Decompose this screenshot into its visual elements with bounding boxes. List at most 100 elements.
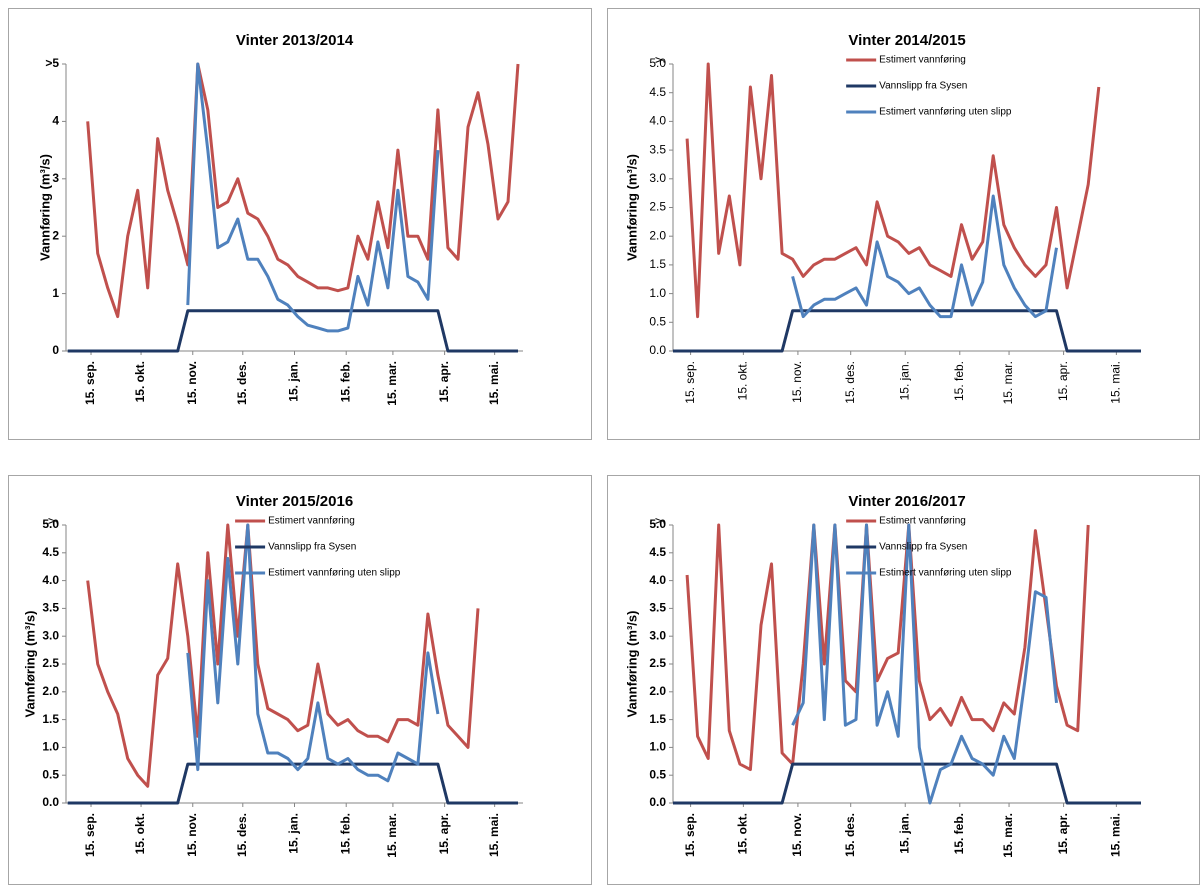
chart: Vinter 2013/2014 Vannføring (m³/s) 0 1 2 3 4 >5… (37, 32, 523, 406)
y-tick-label: 3.5 (649, 601, 666, 615)
chart: Vinter 2015/2016 Vannføring (m³/s) y 0.0 0.5… (22, 493, 523, 858)
y-tick-label: 0.0 (42, 795, 59, 809)
legend-label: Estimert vannføring uten slipp (268, 568, 401, 579)
y-tick-label: >5 (45, 56, 59, 70)
x-tick-label: 15. jan. (897, 361, 911, 400)
y-tick-label: 2.5 (649, 656, 666, 670)
y-axis-label: Vannføring (m³/s) (624, 611, 639, 718)
y-tick-label: 1 (52, 286, 59, 300)
x-tick-label: 15. mar. (1001, 813, 1015, 858)
x-tick-label: 15. apr. (437, 813, 451, 854)
y-tick-label: 3.0 (42, 628, 59, 642)
y-tick-label: 4.5 (649, 545, 666, 559)
y-tick-label: 4.5 (649, 85, 666, 99)
chart-title: Vinter 2013/2014 (236, 32, 354, 49)
x-tick-label: 15. jan. (287, 813, 301, 854)
x-tick-label: 15. okt. (133, 361, 147, 402)
y-tick-label: 3.0 (649, 628, 666, 642)
series-line (186, 523, 440, 783)
x-tick-label: 15. des. (235, 361, 249, 405)
annotation: y (651, 57, 665, 63)
y-tick-label: 5.0 (42, 517, 59, 531)
x-tick-label: 15. feb. (952, 813, 966, 854)
y-tick-label: 3.5 (649, 142, 666, 156)
y-tick-label: 1.5 (649, 712, 666, 726)
series-line (791, 523, 1058, 805)
series-line (67, 309, 518, 353)
x-tick-label: 15. feb. (952, 361, 966, 401)
y-tick-label: 2.0 (42, 684, 59, 698)
y-tick-label: 1.5 (649, 257, 666, 271)
x-tick-label: 15. okt. (133, 813, 147, 854)
annotation: y (44, 518, 58, 524)
chart: Vinter 2016/2017 Vannføring (m³/s) y 0.0 0.5… (624, 493, 1141, 858)
y-tick-label: 1.5 (42, 712, 59, 726)
y-tick-label: 2.5 (42, 656, 59, 670)
legend-label: Vannslipp fra Sysen (268, 542, 356, 553)
series-line (186, 62, 440, 333)
y-tick-label: 4.0 (649, 573, 666, 587)
chart: Vinter 2014/2015 Vannføring (m³/s) y 0.0 0.5… (624, 32, 1141, 404)
x-tick-label: 15. jan. (897, 813, 911, 854)
x-tick-label: 15. sep. (683, 361, 697, 404)
y-tick-label: 3.5 (42, 601, 59, 615)
y-tick-label: 0.0 (649, 795, 666, 809)
y-tick-label: 1.0 (42, 740, 59, 754)
x-tick-label: 15. mai. (487, 813, 501, 857)
y-tick-label: 0 (52, 343, 59, 357)
series-line (685, 62, 1101, 319)
y-tick-label: 4 (52, 114, 59, 128)
y-tick-label: 2.0 (649, 228, 666, 242)
x-tick-label: 15. nov. (790, 361, 804, 403)
x-tick-label: 15. apr. (437, 361, 451, 402)
y-tick-label: 1.0 (649, 286, 666, 300)
chart-title: Vinter 2014/2015 (848, 32, 965, 49)
series-line (86, 523, 480, 788)
chart-panel: Vinter 2016/2017 Vannføring (m³/s) y 0.0 0.5… (607, 475, 1200, 885)
series-line (673, 309, 1141, 353)
x-tick-label: 15. apr. (1056, 361, 1070, 401)
series-line (673, 762, 1141, 805)
y-tick-label: 3 (52, 171, 59, 185)
x-tick-label: 15. des. (235, 813, 249, 857)
chart-panel: Vinter 2015/2016 Vannføring (m³/s) y 0.0 0.5… (8, 475, 592, 885)
chart-panel: Vinter 2014/2015 Vannføring (m³/s) y 0.0 0.5… (607, 8, 1200, 440)
x-tick-label: 15. mai. (1109, 813, 1123, 857)
y-tick-label: 0.5 (649, 767, 666, 781)
chart-title: Vinter 2015/2016 (236, 493, 353, 510)
y-tick-label: 4.0 (42, 573, 59, 587)
chart-title: Vinter 2016/2017 (848, 493, 965, 510)
x-tick-label: 15. mar. (1001, 361, 1015, 404)
y-tick-label: 1.0 (649, 740, 666, 754)
x-tick-label: 15. mar. (385, 813, 399, 858)
x-tick-label: 15. sep. (83, 813, 97, 857)
legend-label: Estimert vannføring uten slipp (879, 568, 1012, 579)
legend-label: Vannslipp fra Sysen (879, 81, 967, 92)
y-tick-label: 0.0 (649, 343, 666, 357)
x-tick-label: 15. sep. (83, 361, 97, 405)
y-tick-label: 2.5 (649, 200, 666, 214)
x-tick-label: 15. sep. (683, 813, 697, 857)
x-tick-label: 15. okt. (736, 361, 750, 400)
chart-panel: Vinter 2013/2014 Vannføring (m³/s) 0 1 2 3 4 >5… (8, 8, 592, 440)
y-axis-label: Vannføring (m³/s) (37, 154, 52, 261)
x-tick-label: 15. nov. (185, 361, 199, 405)
x-tick-label: 15. nov. (790, 813, 804, 857)
x-tick-label: 15. feb. (338, 361, 352, 402)
x-tick-label: 15. okt. (736, 813, 750, 854)
series-line (791, 194, 1058, 319)
y-tick-label: 4.5 (42, 545, 59, 559)
y-tick-label: 0.5 (649, 314, 666, 328)
x-tick-label: 15. feb. (338, 813, 352, 854)
y-tick-label: 5.0 (649, 56, 666, 70)
legend-label: Estimert vannføring (879, 516, 966, 527)
legend-label: Estimert vannføring uten slipp (879, 107, 1012, 118)
x-tick-label: 15. mar. (385, 361, 399, 406)
x-tick-label: 15. jan. (287, 361, 301, 402)
y-tick-label: 2.0 (649, 684, 666, 698)
annotation: y (651, 518, 665, 524)
y-tick-label: 2 (52, 228, 59, 242)
legend-label: Estimert vannføring (268, 516, 355, 527)
y-tick-label: 5.0 (649, 517, 666, 531)
